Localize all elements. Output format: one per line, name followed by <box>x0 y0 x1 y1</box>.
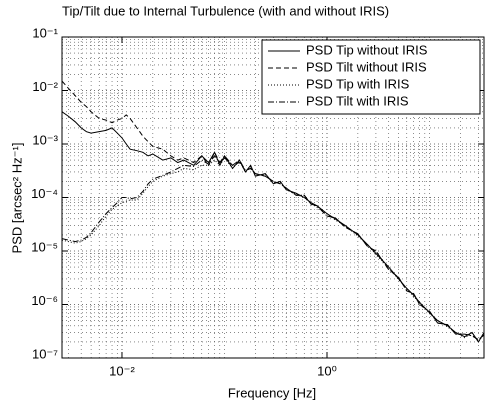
legend-label: PSD Tilt without IRIS <box>306 59 427 74</box>
y-tick-label: 10⁻⁶ <box>31 293 58 308</box>
y-tick-label: 10⁻¹ <box>32 25 58 40</box>
chart-title: Tip/Tilt due to Internal Turbulence (wit… <box>62 3 389 18</box>
y-tick-label: 10⁻⁵ <box>31 239 58 254</box>
y-tick-label: 10⁻² <box>32 79 58 94</box>
plot-frame <box>61 36 485 359</box>
y-tick-label: 10⁻⁷ <box>32 346 58 361</box>
legend-label: PSD Tip with IRIS <box>306 76 410 91</box>
series-line <box>62 111 484 343</box>
y-tick-label: 10⁻³ <box>32 132 58 147</box>
y-axis-label: PSD [arcsec² Hz⁻¹] <box>9 143 24 254</box>
y-tick-label: 10⁻⁴ <box>31 186 58 201</box>
x-tick-label: 10⁻² <box>109 363 135 378</box>
series-line <box>62 155 484 341</box>
x-axis-label: Frequency [Hz] <box>228 385 316 400</box>
x-tick-label: 10⁰ <box>317 363 337 378</box>
legend-label: PSD Tilt with IRIS <box>306 93 409 108</box>
legend-label: PSD Tip without IRIS <box>306 42 428 57</box>
